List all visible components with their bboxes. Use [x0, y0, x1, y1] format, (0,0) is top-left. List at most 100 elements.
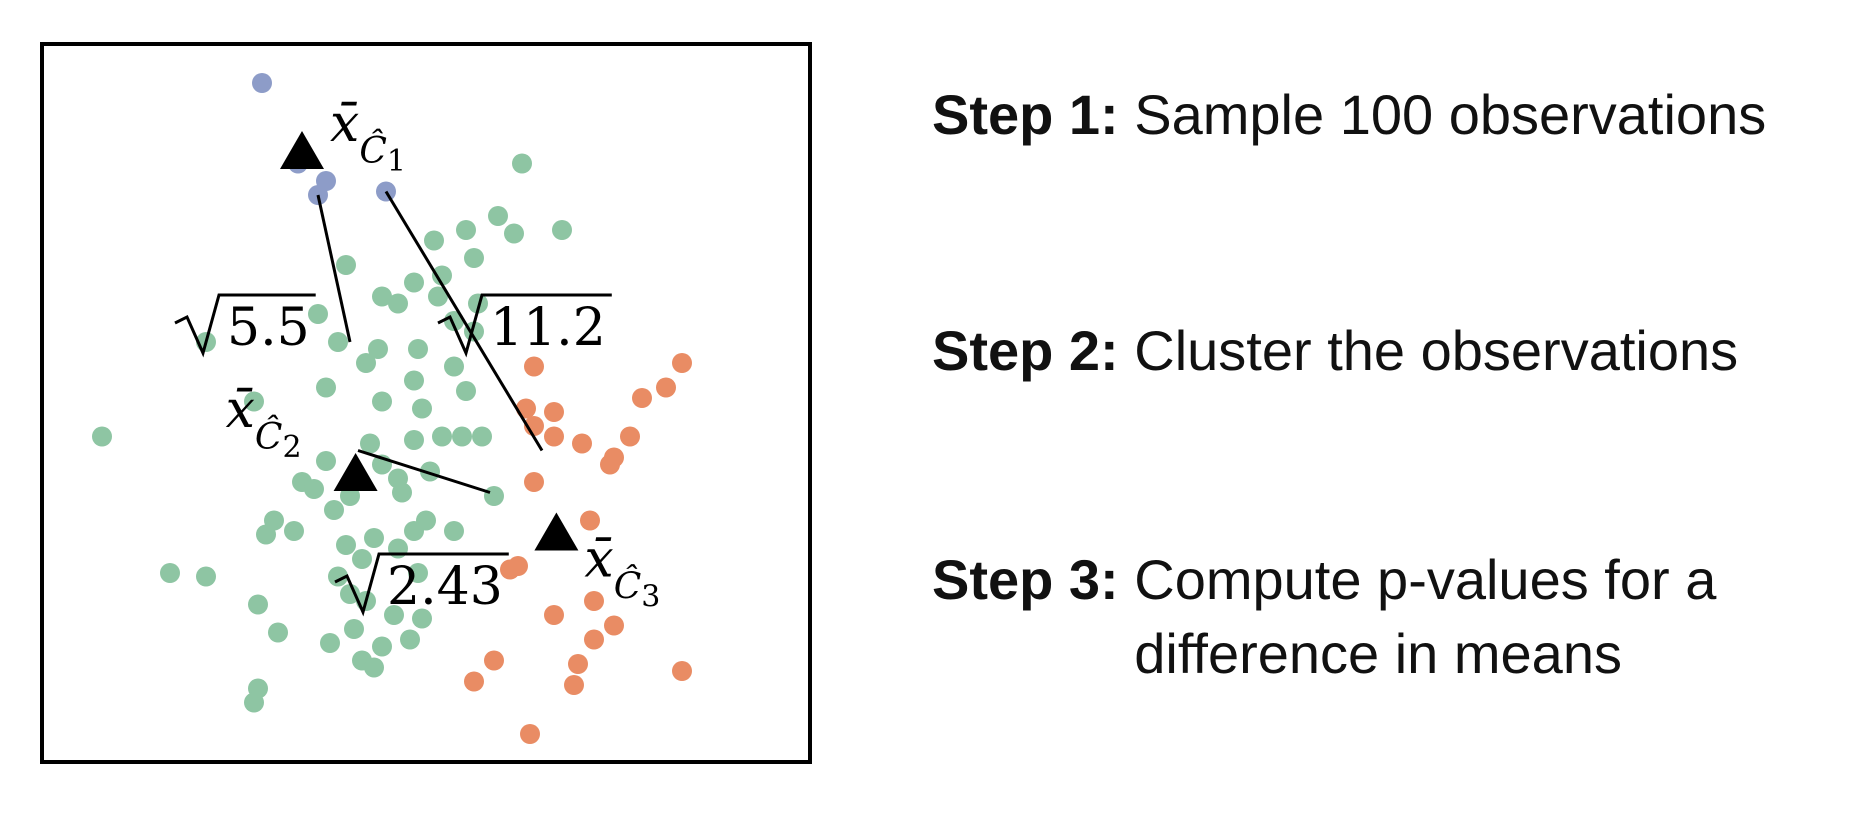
point-cluster2-20 — [408, 339, 428, 359]
point-cluster2-1 — [488, 206, 508, 226]
distance-label-2: 11.2 — [437, 293, 612, 358]
centroid-1-marker — [280, 131, 324, 169]
point-cluster2-5 — [424, 230, 444, 251]
distance-line-2 — [384, 190, 544, 452]
point-cluster2-23 — [404, 370, 424, 391]
point-cluster2-68 — [372, 636, 392, 657]
point-cluster2-49 — [256, 524, 276, 545]
point-cluster2-57 — [328, 566, 348, 587]
point-cluster2-29 — [92, 426, 112, 447]
point-cluster2-44 — [324, 500, 344, 520]
point-cluster3-19 — [584, 629, 604, 650]
distance-label-3: 2.43 — [334, 552, 509, 617]
point-cluster2-63 — [344, 619, 364, 639]
point-cluster2-65 — [268, 622, 288, 643]
point-cluster2-30 — [432, 426, 452, 447]
distance-line-1 — [316, 194, 352, 343]
point-cluster3-0 — [672, 353, 692, 373]
distance-lines — [316, 190, 544, 494]
centroid-2-label: x̄Ĉ2 — [226, 380, 302, 465]
point-cluster2-32 — [472, 426, 492, 447]
point-cluster2-3 — [552, 220, 572, 240]
point-cluster2-54 — [352, 549, 372, 569]
point-cluster2-10 — [372, 286, 392, 307]
point-cluster2-34 — [360, 433, 380, 454]
point-cluster3-9 — [572, 433, 592, 454]
centroid-2-marker — [333, 453, 378, 491]
distance-line-3 — [357, 449, 491, 494]
point-cluster2-35 — [316, 451, 336, 471]
point-cluster2-6 — [464, 248, 484, 268]
point-cluster3-7 — [544, 426, 564, 447]
point-cluster3-8 — [620, 426, 640, 447]
point-cluster3-15 — [508, 556, 528, 576]
point-cluster2-58 — [408, 563, 428, 583]
step-3-label: Step 3: — [932, 548, 1119, 611]
point-cluster2-43 — [484, 486, 504, 506]
point-cluster2-8 — [432, 265, 452, 286]
point-cluster2-18 — [328, 332, 348, 352]
point-cluster2-14 — [308, 304, 328, 324]
centroid-3-label: x̄Ĉ3 — [584, 530, 660, 615]
cluster-diagram: x̄Ĉ1 x̄Ĉ2 x̄Ĉ3 5.5 11.2 2.43 — [40, 42, 812, 764]
point-cluster2-13 — [468, 293, 488, 314]
point-cluster2-4 — [504, 223, 524, 244]
point-cluster2-27 — [372, 391, 392, 412]
step-3: Step 3: Compute p-values for a differenc… — [932, 543, 1716, 691]
step-1-text: Sample 100 observations — [1134, 83, 1767, 146]
distance-labels: 5.5 11.2 2.43 — [174, 293, 612, 617]
point-cluster2-0 — [512, 153, 532, 174]
step-2-label: Step 2: — [932, 319, 1119, 382]
point-cluster3-11 — [600, 454, 620, 475]
point-cluster2-7 — [336, 255, 356, 275]
step-2-text: Cluster the observations — [1134, 319, 1739, 382]
point-cluster2-11 — [428, 286, 448, 307]
step-1: Step 1: Sample 100 observations — [932, 78, 1766, 152]
centroid-markers: x̄Ĉ1 x̄Ĉ2 x̄Ĉ3 — [226, 94, 661, 615]
distance-value-1: 5.5 — [227, 298, 310, 358]
point-cluster3-22 — [672, 661, 692, 681]
centroid-3-marker — [534, 512, 579, 551]
point-cluster2-33 — [404, 430, 424, 450]
point-cluster3-17 — [544, 605, 564, 625]
point-cluster3-25 — [520, 724, 540, 744]
point-cluster2-28 — [412, 398, 432, 419]
point-cluster2-66 — [400, 629, 420, 650]
point-cluster2-19 — [368, 339, 388, 359]
point-cluster3-12 — [524, 472, 544, 492]
point-cluster2-9 — [404, 272, 424, 293]
point-cluster2-61 — [248, 594, 268, 615]
point-cluster3-23 — [464, 671, 484, 692]
point-cluster3-21 — [568, 654, 588, 674]
distance-label-1: 5.5 — [174, 293, 316, 358]
point-cluster2-53 — [336, 535, 356, 555]
distance-value-3: 2.43 — [387, 557, 503, 617]
step-1-label: Step 1: — [932, 83, 1119, 146]
point-cluster2-59 — [340, 584, 360, 604]
point-cluster2-64 — [412, 608, 432, 629]
point-cluster3-16 — [584, 591, 604, 611]
radical-sign-1 — [174, 293, 316, 358]
point-cluster2-25 — [456, 381, 476, 401]
point-cluster2-24 — [316, 377, 336, 398]
point-cluster3-13 — [580, 510, 600, 531]
point-cluster2-47 — [404, 521, 424, 541]
point-cluster2-42 — [392, 482, 412, 503]
radical-sign-3 — [334, 552, 509, 617]
observation-points — [92, 73, 692, 744]
step-2: Step 2: Cluster the observations — [932, 314, 1738, 388]
point-cluster2-2 — [456, 220, 476, 240]
point-cluster2-40 — [304, 479, 324, 499]
point-cluster2-51 — [364, 528, 384, 548]
point-cluster2-62 — [384, 605, 404, 625]
centroid-1-label: x̄Ĉ1 — [330, 94, 406, 179]
point-cluster2-21 — [356, 353, 376, 373]
point-cluster2-55 — [160, 563, 180, 583]
point-cluster2-22 — [444, 356, 464, 377]
radical-sign-2 — [437, 293, 612, 358]
point-cluster3-18 — [604, 615, 624, 636]
point-cluster3-3 — [632, 388, 652, 408]
distance-value-2: 11.2 — [490, 298, 606, 358]
point-cluster2-26 — [244, 391, 264, 412]
point-cluster2-50 — [284, 521, 304, 541]
